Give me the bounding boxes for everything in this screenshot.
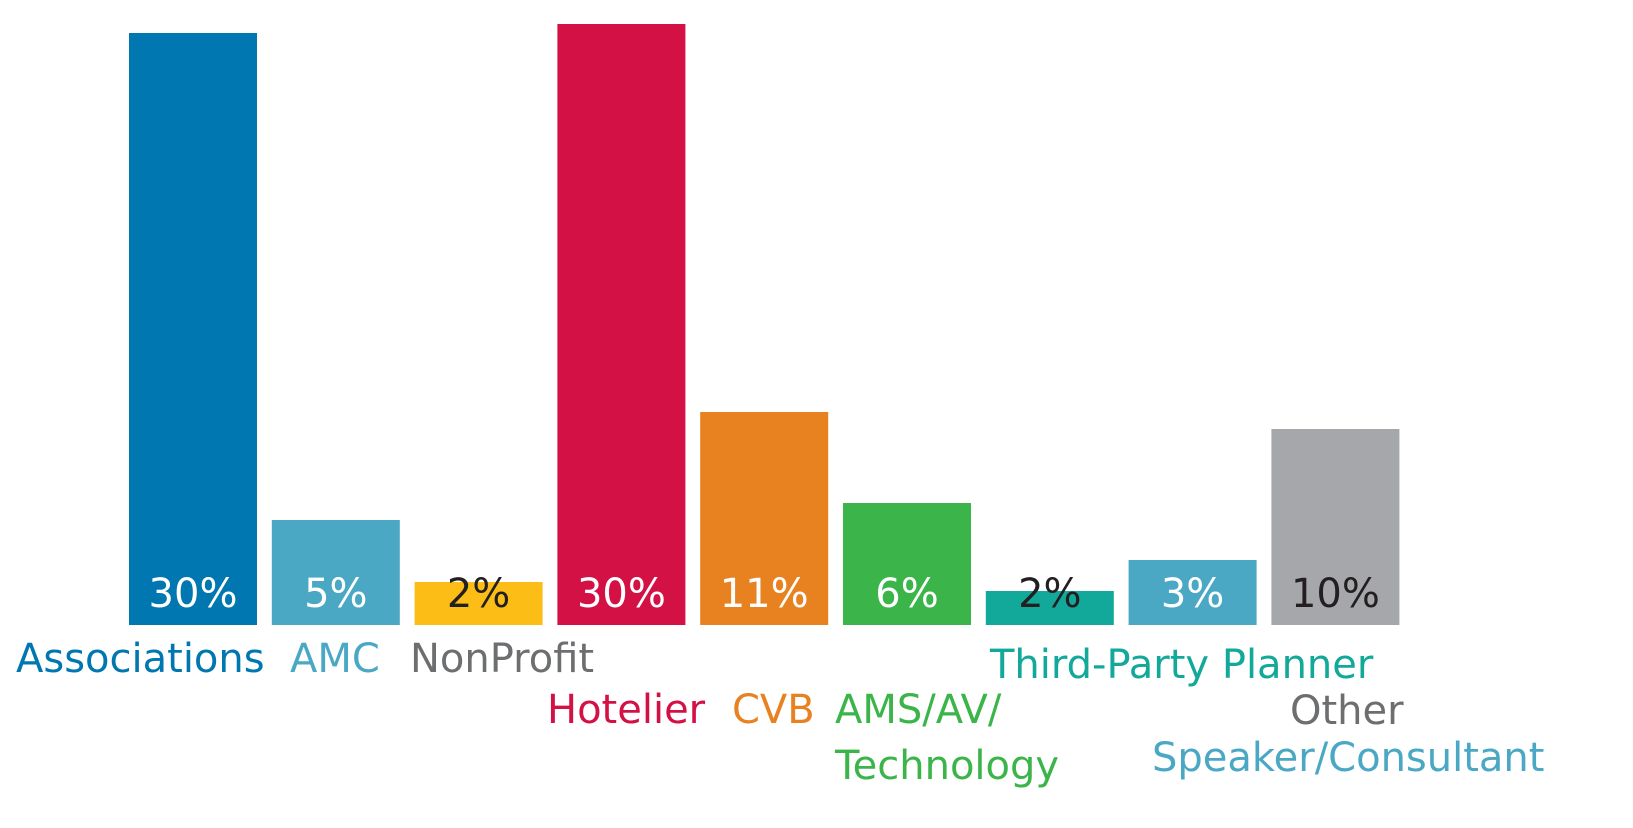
value-label-speaker-consultant: 3% [1161, 571, 1224, 617]
value-label-associations: 30% [149, 571, 238, 617]
category-label-hotelier: Hotelier [547, 687, 706, 733]
value-label-third-party-planner: 2% [1018, 571, 1081, 617]
bar-cvb [700, 412, 829, 625]
value-label-nonprofit: 2% [447, 571, 510, 617]
value-label-other: 10% [1291, 571, 1380, 617]
bar-speaker-consultant [1128, 560, 1257, 625]
bar-third-party-planner [985, 591, 1114, 625]
value-label-hotelier: 30% [577, 571, 666, 617]
category-label-amc: AMC [290, 636, 380, 682]
category-label-third-party-planner: Third-Party Planner [989, 642, 1374, 688]
category-label-speaker-consultant: Speaker/Consultant [1152, 735, 1544, 781]
value-label-amc: 5% [304, 571, 367, 617]
bar-amc [271, 520, 400, 625]
bar-nonprofit [414, 582, 543, 625]
value-label-cvb: 11% [720, 571, 809, 617]
category-label-ams-av-technology: AMS/AV/Technology [834, 687, 1059, 789]
category-label-cvb: CVB [732, 687, 815, 733]
category-label-nonprofit: NonProfit [410, 636, 594, 682]
bar-other [1271, 429, 1400, 625]
bar-associations [129, 33, 257, 625]
category-label-associations: Associations [16, 636, 265, 682]
bar-hotelier [557, 24, 686, 625]
value-label-ams-av-technology: 6% [875, 571, 938, 617]
category-label-other: Other [1290, 688, 1404, 734]
bar-ams-av-technology [843, 503, 971, 625]
